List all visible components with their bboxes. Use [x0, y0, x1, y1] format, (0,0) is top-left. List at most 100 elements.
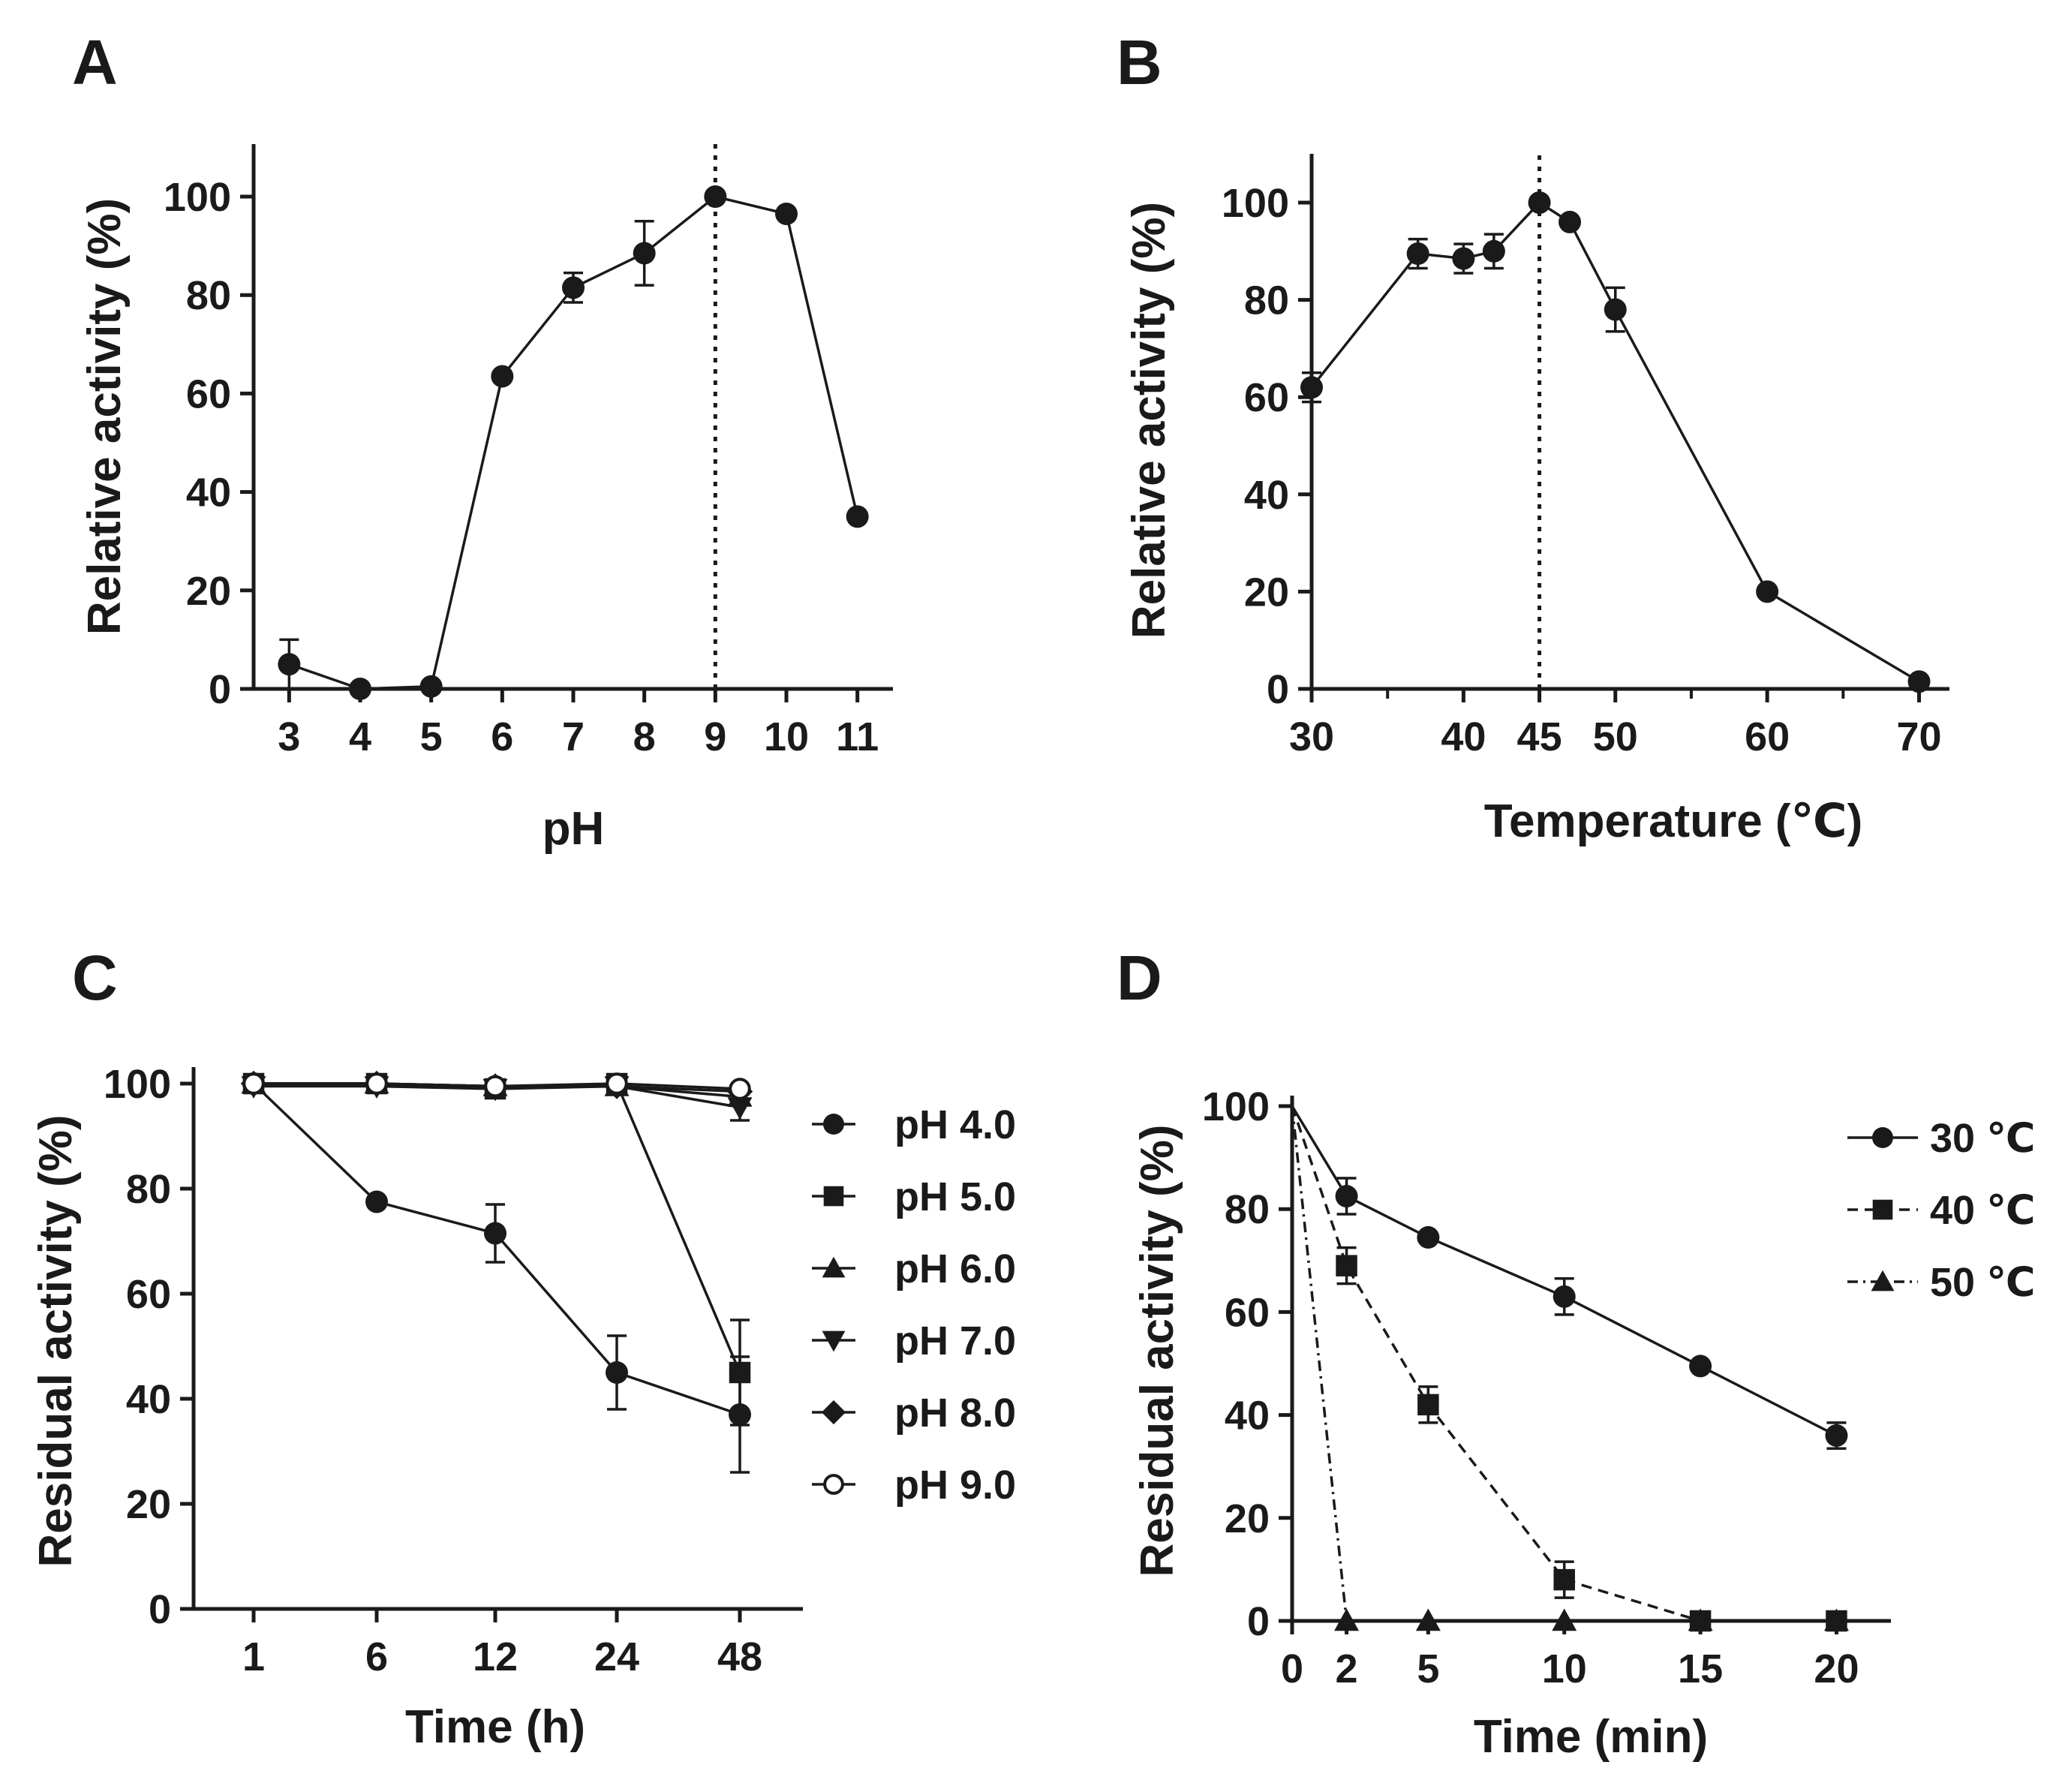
- legend-marker: [823, 1186, 844, 1207]
- data-point: [1336, 1255, 1357, 1276]
- data-point: [278, 653, 301, 676]
- data-point: [729, 1078, 751, 1100]
- data-point: [349, 678, 371, 700]
- x-tick-label: 8: [633, 714, 656, 759]
- x-tick-label: 9: [704, 714, 726, 759]
- legend-marker: [823, 1474, 844, 1495]
- panel-letter: D: [1117, 943, 1162, 1013]
- y-axis-title: Relative activity (%): [1123, 202, 1175, 639]
- data-point: [1482, 239, 1505, 263]
- legend-marker: [822, 1330, 846, 1352]
- data-point: [633, 242, 656, 265]
- chart-panel-c: C 0 20 40 60 80 100 1 6 12 24 48 Time (h) Residual ac…: [30, 943, 1016, 1753]
- y-tick-label: 40: [126, 1377, 171, 1422]
- x-tick-label: 11: [836, 714, 879, 759]
- y-tick-label: 60: [186, 371, 231, 416]
- legend-item: 50 ℃: [1847, 1260, 2035, 1305]
- series-40: [1291, 1105, 1847, 1632]
- x-tick-label: 1: [242, 1634, 265, 1679]
- series-ph-4-0: [242, 1072, 751, 1474]
- y-tick-label: 0: [209, 667, 231, 712]
- y-tick-label: 0: [149, 1587, 171, 1632]
- y-tick-label: 40: [186, 471, 231, 516]
- y-tick-label: 0: [1267, 667, 1289, 712]
- x-tick-label: 12: [473, 1634, 518, 1679]
- y-axis-title: Residual activity (%): [1132, 1125, 1183, 1577]
- x-axis-title: pH: [543, 803, 605, 855]
- legend-label: 30 ℃: [1930, 1116, 2035, 1161]
- legend-marker: [822, 1256, 846, 1278]
- legend-item: 40 ℃: [1847, 1188, 2035, 1233]
- x-tick-label: 50: [1593, 714, 1638, 759]
- data-point: [1553, 1568, 1575, 1591]
- y-tick-label: 60: [126, 1272, 171, 1317]
- data-point: [484, 1075, 506, 1098]
- data-point: [1756, 580, 1779, 603]
- x-tick-label: 3: [278, 714, 300, 759]
- data-point: [491, 365, 514, 388]
- x-tick-label: 4: [349, 714, 371, 759]
- series-line: [252, 1082, 741, 1416]
- data-point: [1825, 1424, 1848, 1448]
- x-tick-label: 70: [1896, 714, 1941, 759]
- y-tick-label: 80: [1244, 278, 1289, 323]
- x-tick-label: 10: [764, 714, 809, 759]
- data-point: [729, 1361, 751, 1384]
- data-point: [606, 1072, 628, 1095]
- data-point: [365, 1190, 388, 1213]
- legend-item: pH 6.0: [812, 1246, 1016, 1291]
- y-axis-title: Relative activity (%): [79, 198, 131, 635]
- data-point: [1907, 670, 1931, 693]
- y-axis-title: Residual activity (%): [30, 1115, 82, 1568]
- series-line: [1291, 1105, 1838, 1437]
- y-tick-label: 60: [1225, 1290, 1270, 1335]
- y-tick-label: 60: [1244, 375, 1289, 420]
- legend-marker: [823, 1114, 844, 1135]
- x-axis-title: Temperature (℃): [1484, 795, 1863, 847]
- x-tick-label: 40: [1441, 714, 1486, 759]
- legend-label: pH 7.0: [894, 1318, 1016, 1364]
- y-tick-label: 100: [104, 1062, 171, 1107]
- legend-label: pH 8.0: [894, 1391, 1016, 1436]
- y-tick-label: 0: [1247, 1599, 1270, 1644]
- legend-item: pH 9.0: [812, 1463, 1016, 1508]
- x-tick-label: 0: [1281, 1646, 1303, 1691]
- legend-label: pH 4.0: [894, 1102, 1016, 1147]
- data-point: [1528, 191, 1551, 214]
- chart-panel-a: A 0 20 40 60 80 100 3 4 5 6 7 8 9 10 11 pH Relative activ…: [72, 27, 893, 855]
- x-tick-label: 5: [1417, 1646, 1439, 1691]
- x-axis-title: Time (h): [405, 1701, 585, 1753]
- data-point: [1335, 1185, 1358, 1208]
- legend-marker: [1872, 1127, 1893, 1148]
- x-tick-label: 15: [1678, 1646, 1723, 1691]
- legend-item: 30 ℃: [1847, 1116, 2035, 1161]
- data-point: [1688, 1608, 1713, 1631]
- y-tick-label: 40: [1244, 473, 1289, 518]
- x-tick-label: 60: [1745, 714, 1790, 759]
- x-tick-label: 30: [1289, 714, 1334, 759]
- x-tick-label: 2: [1336, 1646, 1358, 1691]
- legend-item: pH 5.0: [812, 1174, 1016, 1219]
- legend-label: pH 9.0: [894, 1463, 1016, 1508]
- legend-marker: [821, 1400, 846, 1425]
- data-point: [1300, 376, 1323, 399]
- data-point: [727, 1097, 753, 1120]
- x-tick-label: 20: [1814, 1646, 1859, 1691]
- legend: 30 ℃ 40 ℃ 50 ℃: [1847, 1116, 2035, 1305]
- data-point: [365, 1072, 388, 1095]
- y-tick-label: 20: [1244, 570, 1289, 615]
- series-line: [1291, 1105, 1837, 1622]
- data-point: [419, 675, 443, 698]
- data-point: [1553, 1285, 1576, 1308]
- data-point: [242, 1072, 265, 1095]
- panel-letter: B: [1117, 27, 1162, 98]
- y-tick-label: 100: [164, 175, 231, 220]
- data-point: [846, 505, 869, 528]
- x-tick-label: 10: [1542, 1646, 1587, 1691]
- x-tick-label: 48: [717, 1634, 762, 1679]
- data-point: [1415, 1608, 1441, 1631]
- series-ph-5-0: [242, 1072, 751, 1427]
- data-point: [606, 1361, 628, 1384]
- data-point: [1823, 1608, 1849, 1631]
- legend-marker: [1872, 1199, 1893, 1220]
